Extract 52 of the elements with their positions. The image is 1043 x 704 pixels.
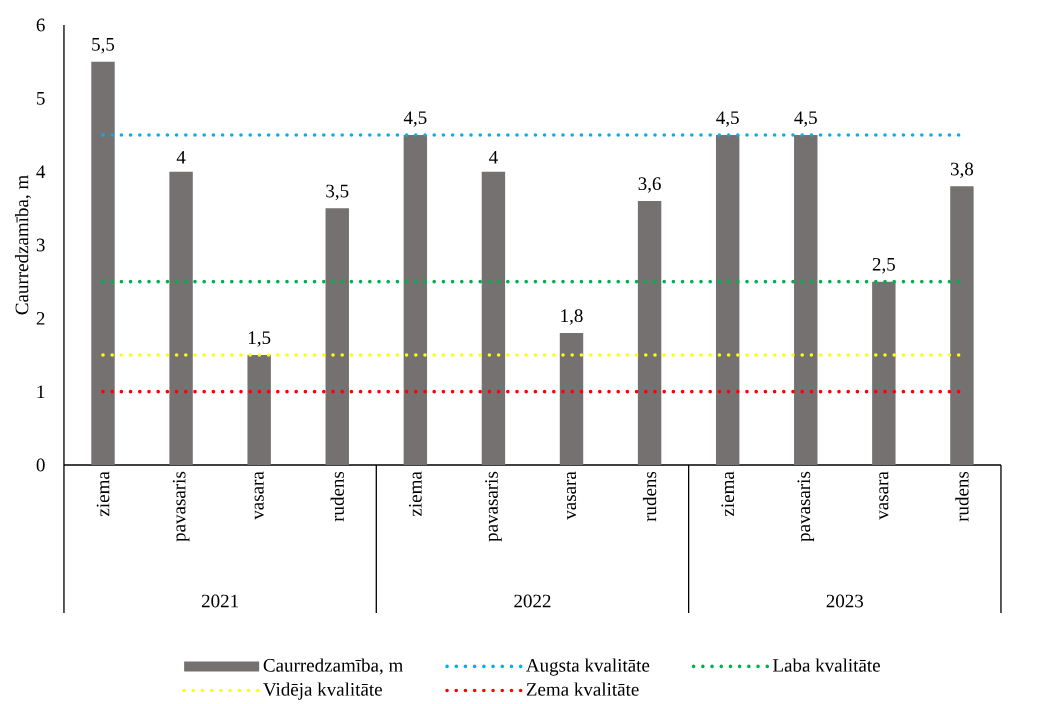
text: 2021 — [201, 594, 238, 608]
y-tick-label: 4 — [36, 165, 46, 178]
data-label: 2,5 — [872, 257, 895, 274]
data-label: 3,6 — [638, 177, 661, 193]
data-label: 4 — [176, 150, 186, 164]
bar — [403, 135, 428, 465]
x-tick-label: rudens — [955, 471, 969, 522]
bar — [481, 171, 506, 465]
legend-label: Augsta kvalitāte — [526, 658, 650, 676]
bar — [794, 135, 818, 465]
bar — [872, 281, 896, 465]
y-tick-label: 0 — [36, 458, 45, 472]
text: 2023 — [826, 594, 864, 608]
y-axis-title: Caurredzamība, m — [14, 175, 32, 315]
data-label: 1,5 — [248, 331, 271, 347]
x-tick-label: ziema — [408, 471, 422, 517]
data-label: 3,5 — [326, 184, 349, 201]
x-tick-label: ziema — [721, 471, 735, 517]
y-tick-label: 6 — [36, 18, 45, 32]
bar — [91, 61, 115, 465]
x-tick-label: vasara — [566, 471, 577, 520]
x-tick-label: rudens — [330, 471, 344, 522]
y-tick-label: 5 — [37, 92, 45, 105]
x-tick-label: ziema — [96, 471, 110, 517]
x-tick-label: vasara — [879, 471, 889, 520]
data-label: 4,5 — [403, 111, 427, 127]
data-label: 4,5 — [794, 111, 817, 127]
data-label: 4,5 — [716, 111, 739, 127]
bar — [247, 355, 271, 465]
x-tick-label: pavasaris — [485, 471, 502, 542]
legend-label: Caurredzamība, m — [263, 658, 403, 675]
bar — [325, 208, 349, 465]
x-tick-label: pavasaris — [797, 471, 815, 542]
x-tick-label: vasara — [254, 471, 264, 520]
x-tick-label: pavasaris — [172, 471, 190, 542]
y-tick-label: 2 — [36, 312, 45, 325]
bar — [169, 171, 193, 465]
legend-label: Vidēja kvalitāte — [263, 682, 382, 700]
data-label: 3,8 — [950, 162, 974, 179]
bar — [950, 186, 974, 465]
legend-label: Laba kvalitāte — [773, 658, 880, 672]
y-tick-label: 1 — [37, 385, 45, 398]
x-tick-label: rudens — [642, 471, 657, 522]
bar — [715, 135, 740, 465]
bar — [559, 333, 584, 465]
legend-label: Zema kvalitāte — [526, 682, 639, 696]
data-label: 5,5 — [92, 38, 115, 54]
data-label: 4 — [489, 150, 498, 164]
y-tick-label: 3 — [36, 238, 45, 252]
text: 2022 — [514, 594, 551, 608]
bar — [637, 201, 662, 465]
data-label: 1,8 — [561, 309, 583, 325]
